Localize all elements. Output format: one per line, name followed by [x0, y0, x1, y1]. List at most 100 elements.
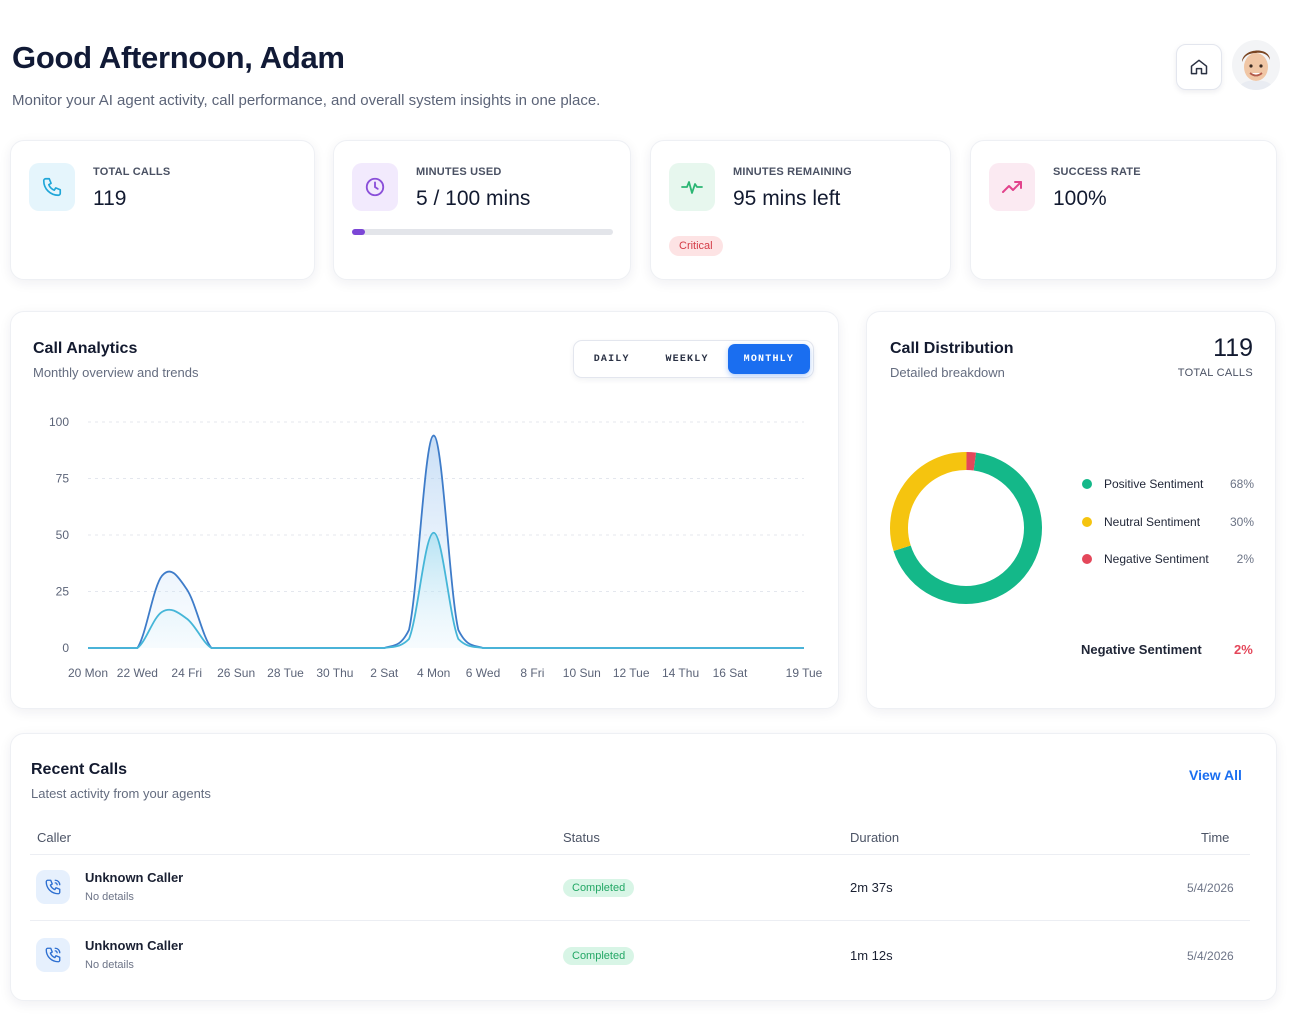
legend-neutral-name: Neutral Sentiment	[1104, 515, 1201, 529]
home-icon	[1190, 59, 1208, 75]
col-status: Status	[563, 830, 600, 845]
call-duration: 2m 37s	[850, 880, 893, 895]
call-time: 5/4/2026	[1187, 949, 1234, 963]
page-header: Good Afternoon, Adam Monitor your AI age…	[12, 40, 600, 109]
status-badge: Completed	[563, 879, 635, 897]
total-calls-icon-box	[29, 163, 75, 211]
caller-details: No details	[85, 891, 134, 903]
x-tick-label: 2 Sat	[370, 666, 399, 680]
activity-icon	[681, 181, 703, 194]
recent-calls-card	[10, 733, 1277, 1001]
legend-negative: Negative Sentiment 2%	[1082, 549, 1254, 569]
caller-icon-box	[36, 870, 70, 904]
phone-icon	[42, 177, 62, 197]
status-badge: Completed	[563, 947, 635, 965]
total-calls-value: 119	[93, 187, 127, 210]
distribution-total: 119	[1213, 334, 1253, 362]
x-tick-label: 28 Tue	[267, 666, 304, 680]
recent-calls-title: Recent Calls	[31, 761, 128, 778]
legend-positive: Positive Sentiment 68%	[1082, 474, 1254, 494]
x-tick-label: 30 Thu	[316, 666, 353, 680]
col-caller: Caller	[37, 830, 71, 845]
phone-call-icon	[45, 947, 61, 963]
legend-negative-pct: 2%	[1236, 552, 1254, 566]
x-tick-label: 24 Fri	[171, 666, 202, 680]
minutes-remaining-label: MINUTES REMAINING	[733, 166, 852, 178]
y-tick-label: 25	[56, 585, 70, 599]
positive-dot	[1082, 479, 1092, 489]
x-tick-label: 4 Mon	[417, 666, 450, 680]
call-duration: 1m 12s	[850, 948, 893, 963]
minutes-used-value: 5 / 100 mins	[416, 187, 531, 210]
success-rate-label: SUCCESS RATE	[1053, 166, 1141, 178]
x-tick-label: 12 Tue	[613, 666, 650, 680]
x-tick-label: 20 Mon	[68, 666, 108, 680]
caller-name: Unknown Caller	[85, 938, 184, 953]
y-tick-label: 100	[49, 415, 69, 429]
legend-negative-name: Negative Sentiment	[1104, 552, 1209, 566]
donut-segment	[966, 452, 977, 471]
col-duration: Duration	[850, 830, 900, 845]
highlight-sentiment-name: Negative Sentiment	[1081, 642, 1202, 657]
x-tick-label: 8 Fri	[520, 666, 544, 680]
highlight-sentiment-pct: 2%	[1234, 642, 1253, 657]
donut-segment	[893, 452, 1042, 604]
minutes-remaining-card: MINUTES REMAINING 95 mins left Critical	[650, 140, 951, 280]
tab-monthly[interactable]: MONTHLY	[727, 344, 810, 374]
series-area	[88, 532, 804, 648]
avatar[interactable]	[1232, 40, 1280, 90]
caller-name: Unknown Caller	[85, 870, 184, 885]
x-tick-label: 6 Wed	[466, 666, 500, 680]
caller-icon-box	[36, 938, 70, 972]
y-tick-label: 50	[56, 528, 70, 542]
series-area	[88, 435, 804, 648]
legend-neutral: Neutral Sentiment 30%	[1082, 512, 1254, 532]
view-all-link[interactable]: View All	[1189, 767, 1242, 783]
page-title: Good Afternoon, Adam	[12, 40, 345, 75]
success-rate-icon-box	[989, 163, 1035, 211]
minutes-remaining-icon-box	[669, 163, 715, 211]
minutes-progress-bar	[352, 229, 613, 235]
minutes-used-label: MINUTES USED	[416, 166, 502, 178]
tab-weekly[interactable]: WEEKLY	[665, 353, 709, 365]
table-divider	[30, 920, 1250, 921]
analytics-title: Call Analytics	[33, 340, 138, 357]
phone-call-icon	[45, 879, 61, 895]
legend-positive-pct: 68%	[1229, 477, 1254, 491]
period-toggle: DAILY WEEKLY MONTHLY	[573, 340, 814, 378]
success-rate-value: 100%	[1053, 187, 1107, 210]
critical-badge: Critical	[669, 236, 723, 256]
minutes-used-card: MINUTES USED 5 / 100 mins	[333, 140, 631, 280]
x-tick-label: 14 Thu	[662, 666, 699, 680]
analytics-subtitle: Monthly overview and trends	[33, 365, 199, 380]
legend-positive-name: Positive Sentiment	[1104, 477, 1204, 491]
x-tick-label: 26 Sun	[217, 666, 255, 680]
recent-calls-subtitle: Latest activity from your agents	[31, 786, 211, 801]
total-calls-label: TOTAL CALLS	[93, 166, 171, 178]
legend-neutral-pct: 30%	[1229, 515, 1254, 529]
success-rate-card: SUCCESS RATE 100%	[970, 140, 1277, 280]
call-distribution-card: Call Distribution Detailed breakdown 119…	[866, 311, 1276, 709]
sentiment-donut-chart	[890, 452, 1042, 604]
caller-details: No details	[85, 959, 134, 971]
call-analytics-chart: 0 25 50 75 100 20 Mon 22 Wed 24 Fri 26 Sun 28 Tue…	[49, 415, 823, 680]
clock-icon	[365, 177, 385, 197]
x-tick-label: 22 Wed	[117, 666, 158, 680]
x-tick-label: 16 Sat	[713, 666, 748, 680]
y-tick-label: 0	[62, 641, 69, 655]
call-time: 5/4/2026	[1187, 881, 1234, 895]
minutes-used-icon-box	[352, 163, 398, 211]
series-line	[88, 531, 804, 649]
distribution-title: Call Distribution	[890, 340, 1014, 357]
x-tick-label: 19 Tue	[786, 666, 823, 680]
col-time: Time	[1201, 830, 1230, 845]
table-divider	[30, 854, 1250, 855]
x-tick-label: 10 Sun	[563, 666, 601, 680]
distribution-total-label: TOTAL CALLS	[1177, 367, 1253, 379]
home-button[interactable]	[1176, 44, 1222, 90]
negative-dot	[1082, 554, 1092, 564]
total-calls-card: TOTAL CALLS 119	[10, 140, 315, 280]
user-avatar-image	[1232, 40, 1280, 90]
tab-daily[interactable]: DAILY	[593, 353, 630, 365]
page-subtitle: Monitor your AI agent activity, call per…	[12, 92, 601, 109]
